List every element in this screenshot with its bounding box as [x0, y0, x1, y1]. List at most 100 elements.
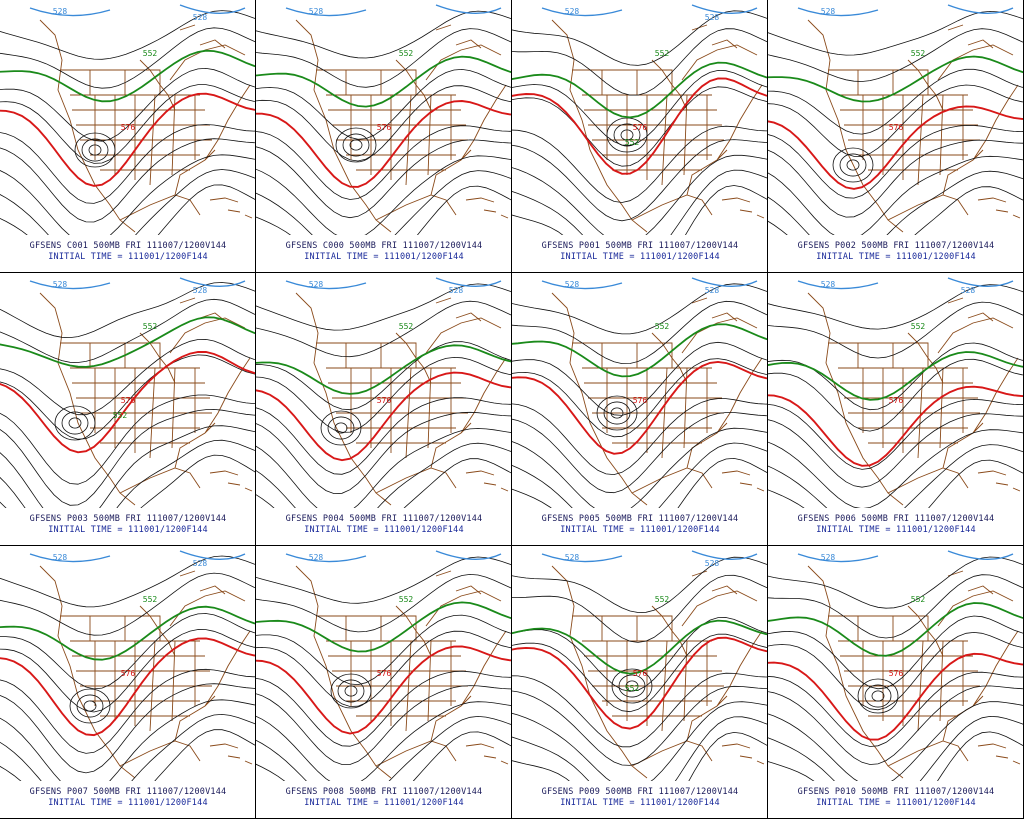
initial-time-caption: INITIAL TIME = 111001/1200F144 — [560, 252, 720, 262]
contour-value-label: 576 — [377, 123, 392, 132]
height-contour-line — [768, 556, 1023, 609]
height-contour-line — [512, 341, 767, 416]
height-contour-line — [256, 125, 511, 200]
height-contour-map: 528 528 552 576 — [256, 277, 511, 508]
height-contour-line — [768, 301, 1023, 359]
contour-528-line — [541, 277, 758, 290]
height-contour-map: 528 552 576 — [256, 550, 511, 781]
height-contour-map: 528 552 576 — [768, 550, 1023, 781]
height-contour-line — [256, 356, 511, 433]
contour-528-line — [285, 550, 502, 563]
height-contour-line — [512, 427, 767, 508]
height-contour-line — [256, 630, 511, 707]
closed-low-contour — [68, 417, 82, 429]
contour-552-line — [512, 61, 767, 119]
height-contour-line — [768, 28, 1023, 82]
height-contour-line — [0, 154, 255, 235]
contour-value-label: 576 — [633, 669, 648, 678]
member-caption: GFSENS P003 500MB FRI 111007/1200V144 — [29, 514, 227, 524]
height-contours — [768, 556, 1023, 781]
height-contours — [512, 556, 767, 781]
closed-low-contour — [596, 395, 638, 431]
contour-528-line — [29, 550, 246, 563]
closed-low-contour — [613, 123, 641, 147]
contour-value-label: 552 — [655, 322, 670, 331]
contour-552-line — [0, 316, 255, 368]
contour-576-line — [768, 652, 1023, 741]
contour-value-label: 552 — [625, 684, 640, 693]
contour-value-label: 552 — [143, 595, 158, 604]
contour-576-line — [512, 360, 767, 455]
height-contour-line — [256, 185, 511, 235]
height-contour-map: 528 528 552 552 576 — [0, 277, 255, 508]
height-contour-line — [768, 631, 1023, 711]
height-contour-line — [512, 457, 767, 508]
height-contour-line — [512, 86, 767, 167]
contour-value-label: 528 — [193, 286, 208, 295]
height-contour-line — [512, 358, 767, 438]
ensemble-member-panel: 528 528 552 576 GFSENS C001 500MB FRI 111007… — [0, 0, 256, 273]
member-caption: GFSENS P001 500MB FRI 111007/1200V144 — [541, 241, 739, 251]
closed-low-contour — [83, 700, 97, 712]
contour-528-line — [541, 550, 758, 563]
contour-value-label: 528 — [705, 286, 720, 295]
height-contour-line — [256, 715, 511, 781]
closed-low-contour — [625, 680, 639, 692]
height-contour-line — [256, 442, 511, 508]
height-contours — [256, 283, 511, 508]
contour-value-label: 552 — [143, 322, 158, 331]
contour-value-label: 552 — [655, 595, 670, 604]
height-contour-line — [0, 439, 255, 508]
contour-value-label: 576 — [121, 669, 136, 678]
contour-value-label: 528 — [309, 280, 324, 289]
height-contour-line — [0, 124, 255, 204]
contour-value-label: 576 — [633, 123, 648, 132]
ensemble-member-panel: 528 528 552 576 GFSENS P007 500MB FRI 111007… — [0, 546, 256, 819]
height-contour-line — [256, 556, 511, 604]
height-contour-line — [512, 731, 767, 781]
contour-528-line — [541, 4, 758, 17]
contour-552-line — [768, 602, 1023, 657]
contour-value-label: 528 — [565, 280, 580, 289]
height-contours — [512, 10, 767, 235]
height-contour-line — [256, 411, 511, 495]
member-caption: GFSENS P010 500MB FRI 111007/1200V144 — [797, 787, 995, 797]
height-contour-line — [512, 442, 767, 508]
closed-low-contour — [344, 685, 358, 697]
height-contour-line — [768, 459, 1023, 508]
contour-552-line — [768, 55, 1023, 103]
contour-value-label: 528 — [961, 286, 976, 295]
height-contour-line — [768, 284, 1023, 330]
contour-value-label: 552 — [911, 595, 926, 604]
contour-value-label: 552 — [113, 411, 128, 420]
closed-low-contour — [61, 411, 89, 435]
contour-value-label: 528 — [821, 553, 836, 562]
height-contour-line — [512, 300, 767, 365]
height-contour-line — [0, 338, 255, 416]
height-contours — [768, 10, 1023, 235]
contour-528-line — [285, 4, 502, 17]
contour-value-label: 552 — [911, 322, 926, 331]
contour-value-label: 528 — [821, 7, 836, 16]
height-contour-line — [768, 429, 1023, 508]
contour-576-line — [0, 350, 255, 454]
geography-outline — [551, 292, 765, 506]
height-contour-line — [512, 685, 767, 766]
height-contours — [256, 556, 511, 781]
member-caption: GFSENS P009 500MB FRI 111007/1200V144 — [541, 787, 739, 797]
closed-low-contour — [832, 147, 874, 183]
contour-value-label: 528 — [449, 286, 464, 295]
contour-value-label: 576 — [889, 123, 904, 132]
height-contour-line — [0, 668, 255, 754]
height-contour-line — [512, 185, 767, 235]
closed-low-contour — [88, 144, 102, 156]
initial-time-caption: INITIAL TIME = 111001/1200F144 — [48, 525, 208, 535]
closed-low-contour — [334, 422, 348, 434]
height-contour-line — [512, 10, 767, 66]
contour-value-label: 552 — [625, 138, 640, 147]
height-contour-line — [256, 685, 511, 765]
closed-low-contour — [327, 416, 355, 440]
contour-value-label: 552 — [143, 49, 158, 58]
height-contours — [0, 282, 255, 508]
height-contour-line — [768, 671, 1023, 747]
